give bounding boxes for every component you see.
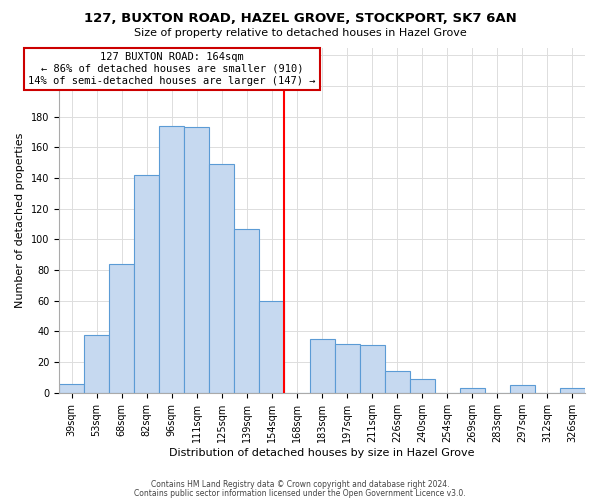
Bar xyxy=(259,301,284,393)
X-axis label: Distribution of detached houses by size in Hazel Grove: Distribution of detached houses by size … xyxy=(169,448,475,458)
Bar xyxy=(335,344,359,393)
Bar xyxy=(109,264,134,393)
Bar xyxy=(184,128,209,393)
Bar xyxy=(460,388,485,393)
Text: Contains public sector information licensed under the Open Government Licence v3: Contains public sector information licen… xyxy=(134,488,466,498)
Bar xyxy=(209,164,235,393)
Bar xyxy=(310,339,335,393)
Bar xyxy=(59,384,84,393)
Text: Size of property relative to detached houses in Hazel Grove: Size of property relative to detached ho… xyxy=(134,28,466,38)
Text: Contains HM Land Registry data © Crown copyright and database right 2024.: Contains HM Land Registry data © Crown c… xyxy=(151,480,449,489)
Text: 127 BUXTON ROAD: 164sqm
← 86% of detached houses are smaller (910)
14% of semi-d: 127 BUXTON ROAD: 164sqm ← 86% of detache… xyxy=(28,52,316,86)
Bar xyxy=(84,334,109,393)
Bar xyxy=(510,385,535,393)
Bar xyxy=(235,228,259,393)
Bar xyxy=(560,388,585,393)
Y-axis label: Number of detached properties: Number of detached properties xyxy=(15,132,25,308)
Text: 127, BUXTON ROAD, HAZEL GROVE, STOCKPORT, SK7 6AN: 127, BUXTON ROAD, HAZEL GROVE, STOCKPORT… xyxy=(83,12,517,26)
Bar xyxy=(385,372,410,393)
Bar xyxy=(134,175,159,393)
Bar xyxy=(359,346,385,393)
Bar xyxy=(159,126,184,393)
Bar xyxy=(410,379,435,393)
